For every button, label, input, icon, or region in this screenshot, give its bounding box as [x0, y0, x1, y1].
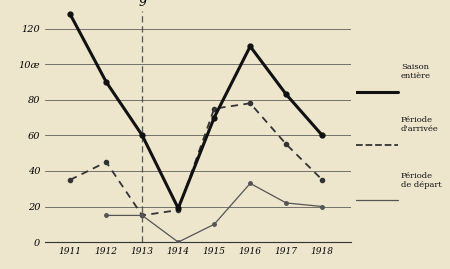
Text: 9: 9	[138, 0, 146, 9]
Text: Période
de départ: Période de départ	[401, 172, 441, 189]
Text: Période
d'arrivée: Période d'arrivée	[401, 116, 439, 133]
Text: Saison
entière: Saison entière	[401, 63, 431, 80]
